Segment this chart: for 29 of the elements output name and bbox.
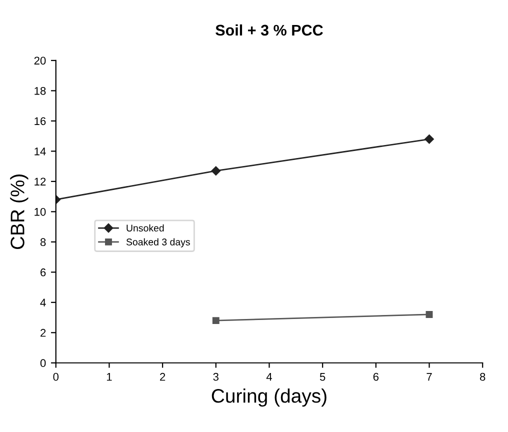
x-tick-label: 8	[480, 372, 486, 381]
x-tick-label: 2	[160, 372, 166, 381]
x-tick-label: 1	[106, 373, 112, 381]
legend-label: Soaked 3 days	[126, 238, 190, 248]
y-tick-label: 18	[34, 86, 46, 95]
x-tick-label: 5	[320, 373, 326, 381]
x-tick-label: 7	[426, 373, 432, 381]
y-tick-label: 12	[34, 178, 46, 186]
legend-label: Unsoked	[126, 224, 164, 232]
y-tick-label: 6	[40, 268, 46, 276]
y-tick-label: 20	[34, 56, 46, 65]
y-tick-label: 2	[40, 328, 46, 337]
chart-title: Soil + 3 % PCC	[216, 24, 323, 36]
y-tick-label: 16	[34, 117, 46, 126]
point	[426, 311, 433, 318]
y-tick-label: 14	[34, 148, 46, 156]
x-tick-label: 6	[373, 372, 379, 381]
y-tick-label: 10	[34, 208, 46, 216]
y-tick-label: 4	[40, 298, 46, 306]
y-axis-title: CBR (%)	[10, 174, 28, 250]
x-axis-title: Curing (days)	[212, 388, 326, 407]
point	[212, 317, 220, 324]
y-tick-label: 8	[40, 238, 46, 246]
point	[424, 134, 434, 144]
point	[211, 166, 221, 176]
x-tick-label: 4	[266, 373, 272, 381]
x-tick-label: 0	[53, 372, 59, 381]
y-tick-label: 0	[40, 359, 46, 368]
x-tick-label: 3	[213, 372, 218, 381]
